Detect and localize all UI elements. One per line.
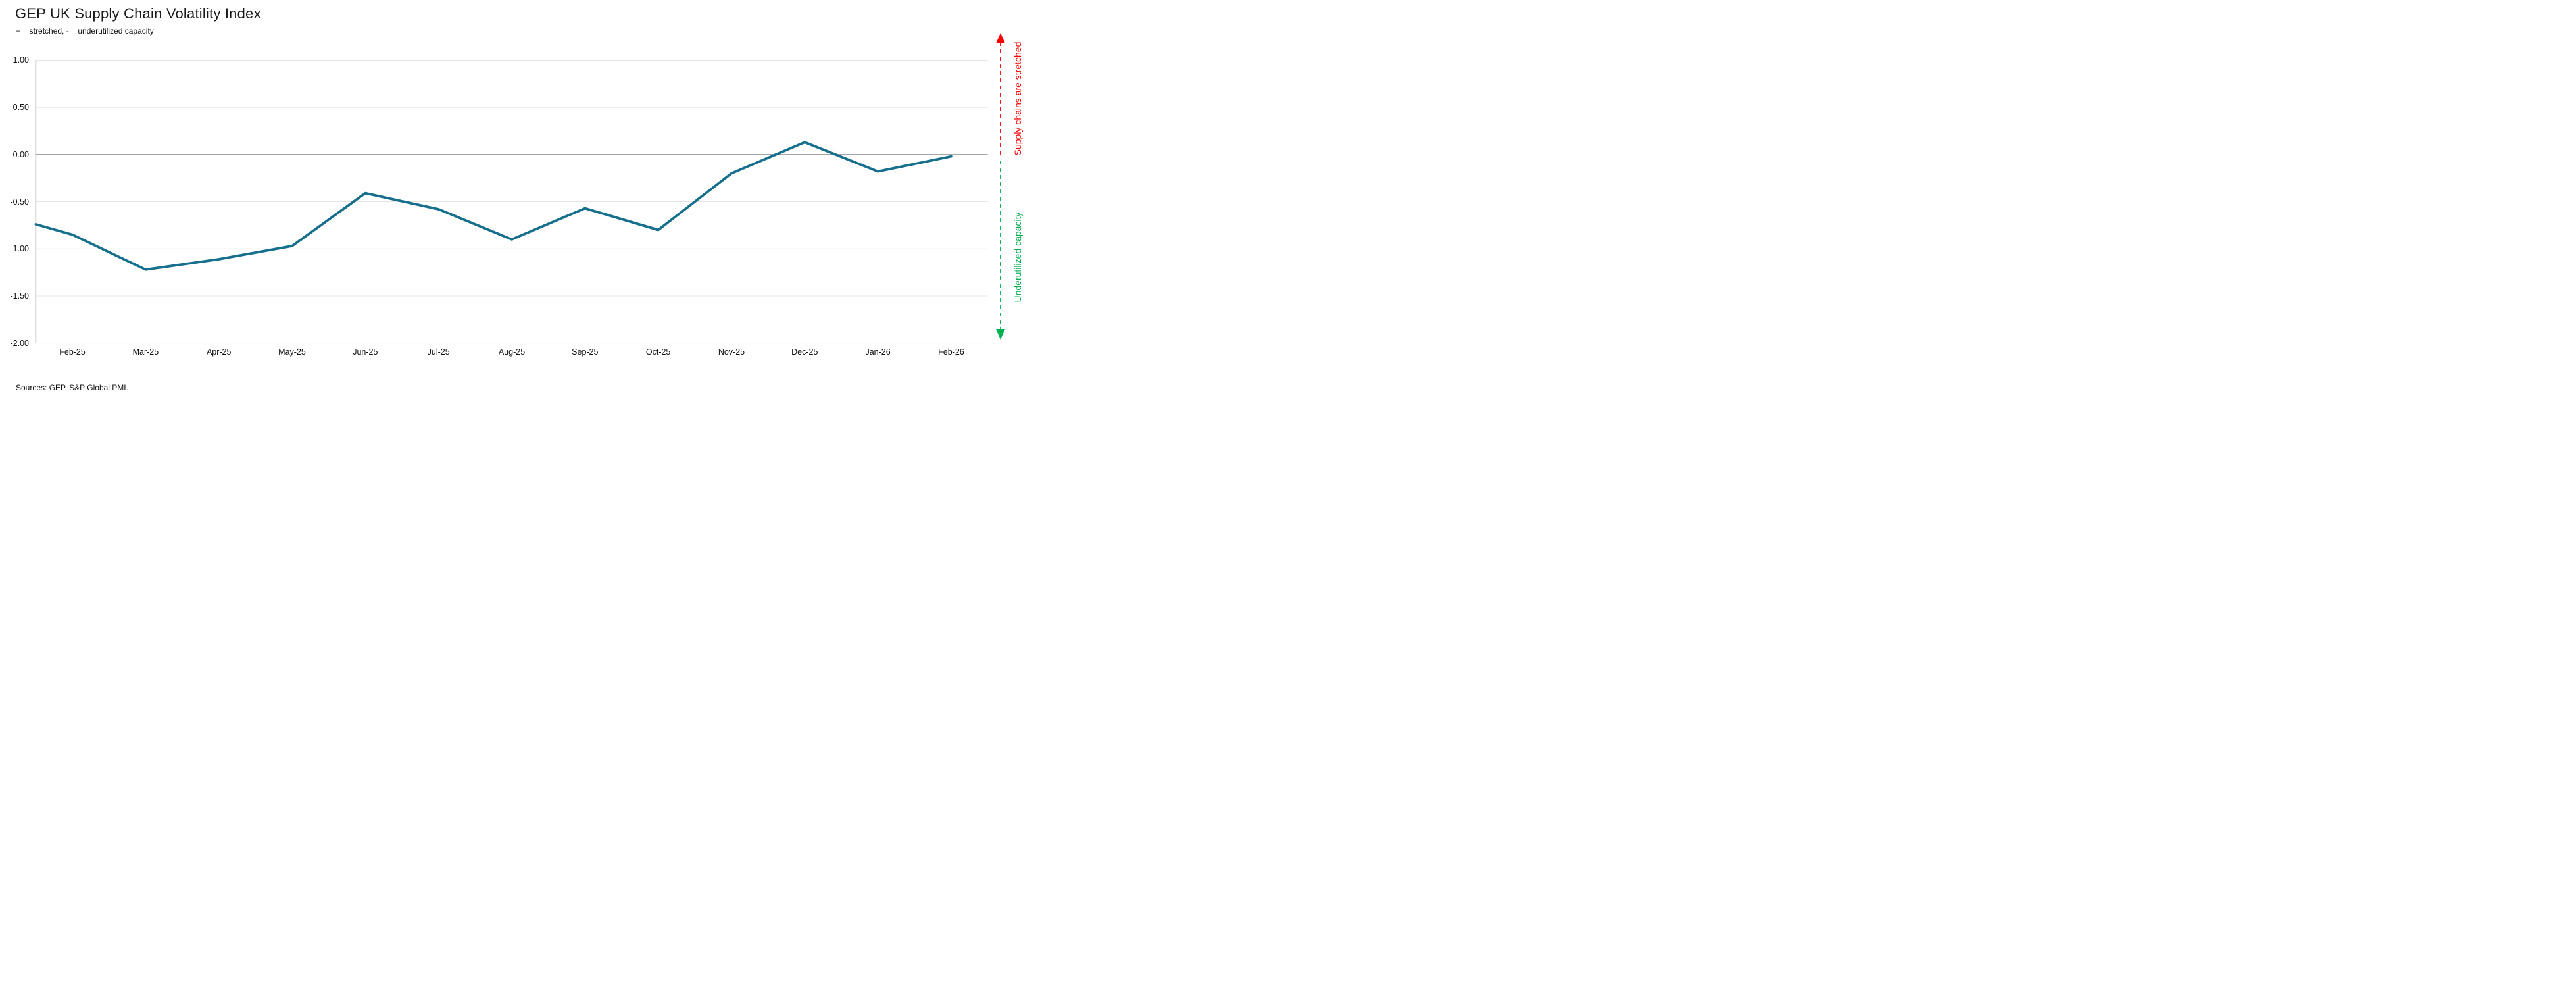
y-axis-tick-label: -0.50 (10, 197, 30, 207)
x-axis-tick-label: Dec-25 (791, 347, 818, 357)
x-axis-tick-label: Mar-25 (132, 347, 159, 357)
source-note: Sources: GEP, S&P Global PMI. (16, 383, 128, 392)
chart-subtitle: + = stretched, - = underutilized capacit… (16, 26, 154, 36)
y-axis-tick-label: -1.00 (10, 244, 30, 254)
plot-area (34, 33, 1005, 344)
y-axis-tick-label: 0.50 (12, 103, 29, 113)
x-axis-tick-label: Jun-25 (353, 347, 378, 357)
stretched-annotation-label: Supply chains are stretched (1012, 41, 1023, 156)
x-axis-tick-label: Sep-25 (572, 347, 599, 357)
down-arrow-icon (996, 329, 1005, 340)
chart-title: GEP UK Supply Chain Volatility Index (15, 5, 261, 22)
gridlines (36, 59, 988, 344)
x-axis-tick-label: Aug-25 (498, 347, 526, 357)
chart-line (34, 141, 953, 271)
up-arrow-icon (996, 33, 1005, 43)
annotation-arrows (996, 33, 1005, 340)
y-axis-tick-label: 0.00 (12, 149, 29, 159)
x-axis-tick-label: Feb-26 (938, 347, 964, 357)
x-axis-tick-label: Jan-26 (865, 347, 891, 357)
volatility-index-line (34, 141, 953, 271)
x-axis-tick-label: May-25 (278, 347, 306, 357)
underutilized-annotation-label: Underutilized capacity (1012, 212, 1023, 303)
x-axis-tick-label: Nov-25 (718, 347, 745, 357)
y-axis-tick-label: 1.00 (12, 55, 29, 65)
y-axis-tick-label: -1.50 (10, 291, 30, 301)
x-axis-tick-label: Apr-25 (206, 347, 232, 357)
chart-page: GEP UK Supply Chain Volatility Index + =… (0, 0, 1030, 403)
x-axis-tick-label: Feb-25 (59, 347, 86, 357)
x-axis-tick-label: Jul-25 (427, 347, 450, 357)
x-axis-tick-label: Oct-25 (645, 347, 671, 357)
y-axis-tick-label: -2.00 (10, 338, 30, 348)
